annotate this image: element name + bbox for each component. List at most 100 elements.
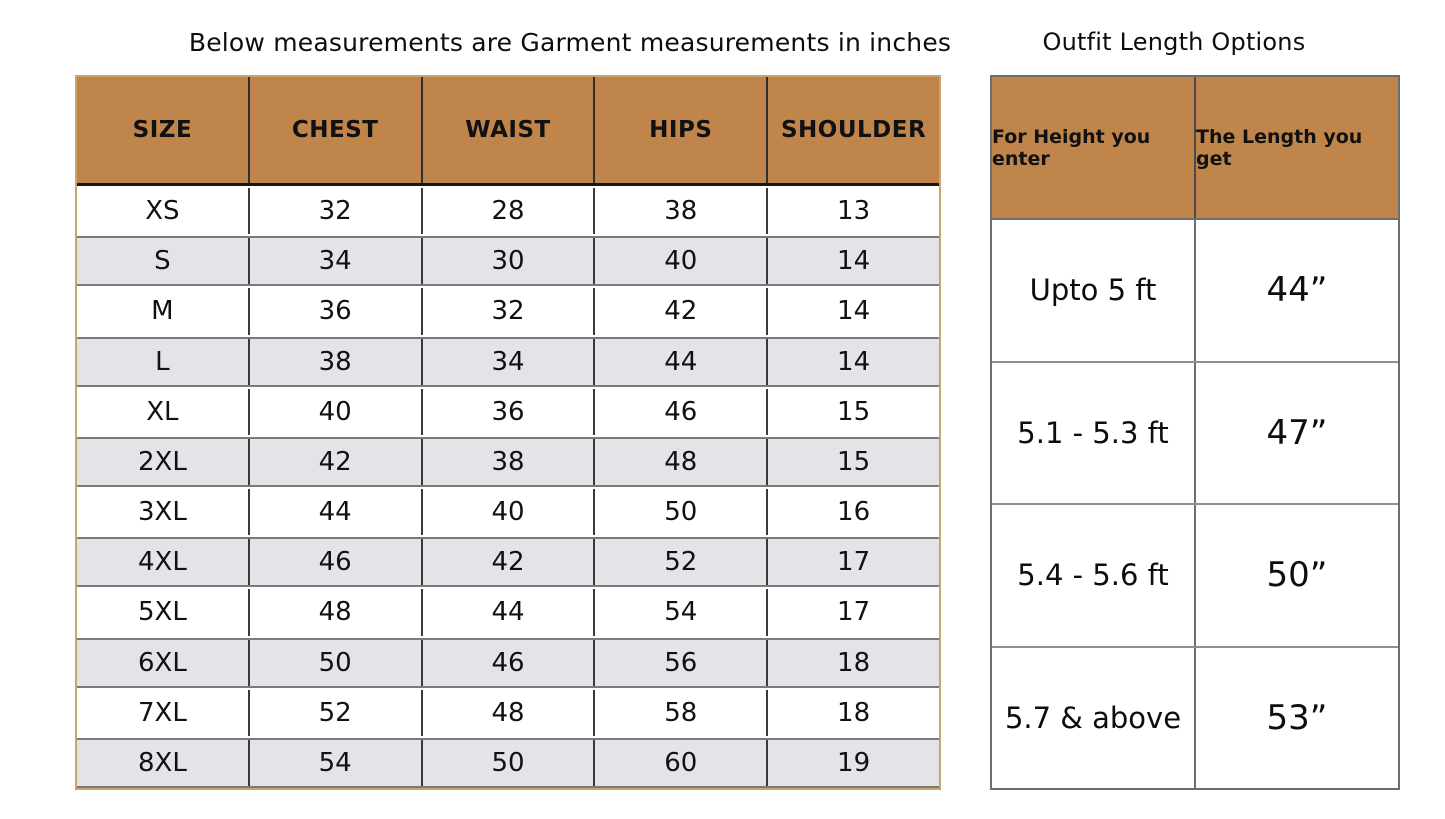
shoulder-cell: 14 <box>766 338 939 385</box>
chest-cell: 54 <box>247 739 421 787</box>
column-header-length-you-get: The Length you get <box>1194 77 1398 218</box>
size-cell: M <box>151 296 174 327</box>
length-table-row: 5.7 & above 53” <box>992 645 1398 788</box>
size-cell: 5XL <box>137 597 187 628</box>
size-table-row: 3XL 44 40 50 16 <box>77 487 939 538</box>
size-cell: L <box>155 346 170 377</box>
shoulder-cell: 15 <box>766 388 939 435</box>
size-cell: S <box>154 246 171 277</box>
chest-cell: 44 <box>247 489 421 536</box>
hips-cell: 52 <box>593 539 766 586</box>
waist-cell: 48 <box>420 689 594 736</box>
garment-table-body: XS 32 28 38 13 S 34 30 40 14 M 36 32 42 … <box>77 186 939 789</box>
hips-cell: 50 <box>593 489 766 536</box>
waist-cell: 44 <box>420 589 594 636</box>
height-range-cell: Upto 5 ft <box>1029 273 1157 308</box>
size-cell: XL <box>146 396 179 427</box>
outfit-length-table: For Height you enter The Length you get … <box>990 75 1400 790</box>
waist-cell: 46 <box>420 639 594 686</box>
size-cell: 4XL <box>137 547 187 578</box>
hips-cell: 56 <box>593 639 766 686</box>
size-table-row: 6XL 50 46 56 18 <box>77 637 939 688</box>
length-table-body: Upto 5 ft 44” 5.1 - 5.3 ft 47” 5.4 - 5.6… <box>992 220 1398 788</box>
chest-cell: 40 <box>247 388 421 435</box>
size-cell: 2XL <box>137 446 187 477</box>
shoulder-cell: 18 <box>766 689 939 736</box>
shoulder-cell: 15 <box>766 438 939 486</box>
shoulder-cell: 14 <box>766 288 939 335</box>
waist-cell: 42 <box>420 539 594 586</box>
waist-cell: 36 <box>420 388 594 435</box>
size-table-row: XS 32 28 38 13 <box>77 186 939 237</box>
size-table-row: 7XL 52 48 58 18 <box>77 687 939 738</box>
size-table-row: S 34 30 40 14 <box>77 236 939 287</box>
column-header-hips: HIPS <box>593 77 766 183</box>
column-header-shoulder: SHOULDER <box>766 77 939 183</box>
column-header-chest: CHEST <box>247 77 421 183</box>
length-value-cell: 47” <box>1194 362 1398 503</box>
chest-cell: 50 <box>247 639 421 686</box>
garment-measurements-title: Below measurements are Garment measureme… <box>188 28 952 57</box>
garment-table-header-row: SIZE CHEST WAIST HIPS SHOULDER <box>77 77 939 186</box>
chest-cell: 36 <box>247 288 421 335</box>
chest-cell: 48 <box>247 589 421 636</box>
waist-cell: 40 <box>420 489 594 536</box>
length-table-row: Upto 5 ft 44” <box>992 220 1398 361</box>
hips-cell: 54 <box>593 589 766 636</box>
size-table-row: 5XL 48 44 54 17 <box>77 587 939 638</box>
height-range-cell: 5.1 - 5.3 ft <box>1017 415 1169 450</box>
length-value-cell: 50” <box>1194 505 1398 646</box>
shoulder-cell: 19 <box>766 739 939 787</box>
size-cell: 7XL <box>137 697 187 728</box>
size-cell: 8XL <box>137 747 187 778</box>
shoulder-cell: 14 <box>766 238 939 285</box>
shoulder-cell: 16 <box>766 489 939 536</box>
hips-cell: 48 <box>593 438 766 486</box>
size-table-row: M 36 32 42 14 <box>77 286 939 337</box>
waist-cell: 30 <box>420 238 594 285</box>
waist-cell: 28 <box>420 188 594 235</box>
size-table-row: 2XL 42 38 48 15 <box>77 436 939 488</box>
shoulder-cell: 17 <box>766 589 939 636</box>
hips-cell: 44 <box>593 338 766 385</box>
chest-cell: 32 <box>247 188 421 235</box>
length-value-cell: 53” <box>1194 647 1398 788</box>
length-table-row: 5.1 - 5.3 ft 47” <box>992 360 1398 503</box>
waist-cell: 50 <box>420 739 594 787</box>
shoulder-cell: 17 <box>766 539 939 586</box>
shoulder-cell: 13 <box>766 188 939 235</box>
hips-cell: 42 <box>593 288 766 335</box>
chest-cell: 46 <box>247 539 421 586</box>
size-table-row: XL 40 36 46 15 <box>77 386 939 437</box>
hips-cell: 60 <box>593 739 766 787</box>
size-table-row: 8XL 54 50 60 19 <box>77 737 939 789</box>
chest-cell: 34 <box>247 238 421 285</box>
size-table-row: 4XL 46 42 52 17 <box>77 537 939 588</box>
length-value-cell: 44” <box>1194 220 1398 361</box>
outfit-length-title: Outfit Length Options <box>1042 28 1306 56</box>
chest-cell: 38 <box>247 338 421 385</box>
column-header-waist: WAIST <box>420 77 594 183</box>
height-range-cell: 5.7 & above <box>1004 700 1182 735</box>
waist-cell: 38 <box>420 438 594 486</box>
hips-cell: 46 <box>593 388 766 435</box>
shoulder-cell: 18 <box>766 639 939 686</box>
hips-cell: 38 <box>593 188 766 235</box>
height-range-cell: 5.4 - 5.6 ft <box>1017 558 1169 593</box>
chest-cell: 42 <box>247 438 421 486</box>
hips-cell: 40 <box>593 238 766 285</box>
size-cell: XS <box>145 196 180 227</box>
column-header-size: SIZE <box>132 117 193 143</box>
chest-cell: 52 <box>247 689 421 736</box>
size-cell: 3XL <box>137 497 187 528</box>
size-cell: 6XL <box>137 647 187 678</box>
garment-measurements-table: SIZE CHEST WAIST HIPS SHOULDER XS 32 28 … <box>75 75 941 790</box>
waist-cell: 32 <box>420 288 594 335</box>
length-table-header-row: For Height you enter The Length you get <box>992 77 1398 220</box>
length-table-row: 5.4 - 5.6 ft 50” <box>992 503 1398 646</box>
column-header-height-entered: For Height you enter <box>992 125 1151 170</box>
waist-cell: 34 <box>420 338 594 385</box>
size-table-row: L 38 34 44 14 <box>77 336 939 387</box>
hips-cell: 58 <box>593 689 766 736</box>
